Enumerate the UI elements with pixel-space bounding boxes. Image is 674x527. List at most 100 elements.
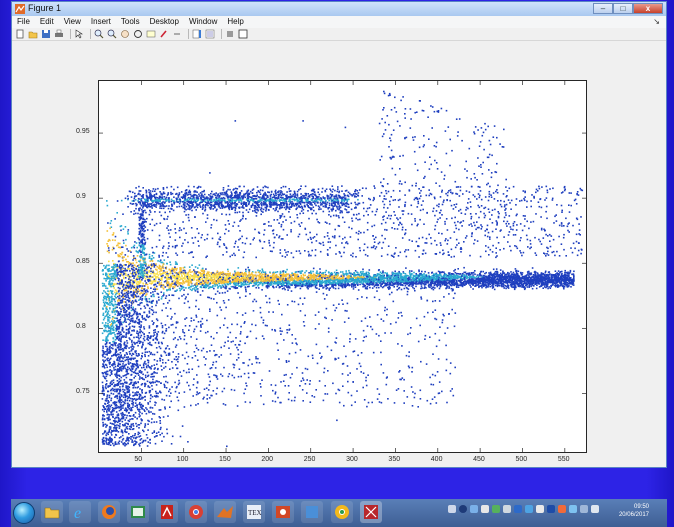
heatmap-cell	[347, 273, 349, 275]
heatmap-cell	[462, 272, 464, 275]
heatmap-cell	[118, 260, 120, 262]
heatmap-cell	[468, 278, 471, 280]
colorbar-icon[interactable]	[192, 29, 202, 39]
heatmap-cell	[441, 282, 444, 284]
heatmap-cell	[226, 281, 228, 284]
heatmap-cell	[417, 276, 420, 279]
heatmap-cell	[144, 268, 147, 271]
heatmap-cell	[375, 275, 378, 278]
menu-desktop[interactable]: Desktop	[149, 17, 179, 26]
heatmap-cell	[552, 279, 554, 282]
menu-help[interactable]: Help	[227, 17, 244, 26]
heatmap-cell	[496, 271, 499, 274]
link-icon[interactable]	[172, 29, 182, 39]
heatmap-cell	[128, 264, 131, 267]
heatmap-cell	[378, 273, 381, 276]
heatmap-cell	[291, 279, 294, 282]
heatmap-cell	[550, 273, 553, 276]
heatmap-cell	[161, 286, 163, 288]
heatmap-cell	[221, 273, 223, 275]
data-cursor-icon[interactable]	[146, 29, 156, 39]
heatmap-cell	[487, 283, 490, 286]
heatmap-cell	[488, 279, 490, 281]
heatmap-cell	[222, 274, 224, 276]
heatmap-cell	[148, 257, 151, 259]
pan-icon[interactable]	[120, 29, 130, 39]
rotate-icon[interactable]	[133, 29, 143, 39]
heatmap-cell	[513, 285, 515, 287]
heatmap-cell	[391, 279, 394, 281]
heatmap-cell	[487, 275, 490, 278]
menu-file[interactable]: File	[17, 17, 30, 26]
open-file-icon[interactable]	[28, 29, 38, 39]
brush-icon[interactable]	[159, 29, 169, 39]
heatmap-cell	[371, 277, 374, 279]
menu-window[interactable]: Window	[188, 17, 218, 26]
heatmap-cell	[526, 286, 529, 288]
heatmap-cell	[489, 279, 492, 281]
heatmap-cell	[111, 248, 114, 251]
heatmap-cell	[390, 281, 393, 283]
show-tools-icon[interactable]	[238, 29, 248, 39]
heatmap-cell	[205, 278, 208, 281]
heatmap-cell	[329, 281, 332, 284]
heatmap-cell	[286, 282, 289, 284]
heatmap-cell	[440, 271, 442, 274]
heatmap-cell	[542, 272, 545, 275]
zoom-in-icon[interactable]	[94, 29, 104, 39]
legend-icon[interactable]	[205, 29, 215, 39]
heatmap-cell	[169, 288, 171, 290]
save-icon[interactable]	[41, 29, 51, 39]
heatmap-cell	[451, 281, 454, 283]
axes[interactable]	[98, 80, 587, 453]
heatmap-cell	[550, 280, 552, 283]
heatmap-cell	[554, 284, 557, 286]
heatmap-cell	[221, 284, 224, 286]
heatmap-cell	[311, 283, 313, 286]
heatmap-cell	[179, 277, 182, 279]
heatmap-cell	[295, 276, 298, 279]
heatmap-cell	[258, 274, 261, 277]
hide-tools-icon[interactable]	[225, 29, 235, 39]
zoom-out-icon[interactable]	[107, 29, 117, 39]
heatmap-cell	[396, 278, 399, 280]
heatmap-cell	[464, 284, 466, 286]
heatmap-cell	[535, 276, 537, 279]
menu-edit[interactable]: Edit	[39, 17, 54, 26]
heatmap-cell	[321, 279, 324, 282]
heatmap-cell	[444, 273, 447, 276]
heatmap-cell	[305, 281, 308, 284]
heatmap-cell	[162, 265, 164, 267]
menu-tools[interactable]: Tools	[120, 17, 140, 26]
heatmap-cell	[215, 282, 218, 285]
heatmap-cell	[484, 283, 486, 285]
print-icon[interactable]	[54, 29, 64, 39]
heatmap-cell	[133, 244, 136, 247]
heatmap-cell	[498, 280, 500, 283]
minimize-button[interactable]: –	[593, 3, 613, 14]
heatmap-cell	[218, 281, 220, 284]
heatmap-cell	[499, 274, 501, 277]
heatmap-cell	[243, 274, 245, 276]
maximize-button[interactable]: □	[613, 3, 633, 14]
heatmap-cell	[447, 277, 450, 279]
new-figure-icon[interactable]	[15, 29, 25, 39]
title-bar[interactable]: Figure 1 – □ x	[12, 2, 666, 16]
heatmap-cell	[128, 262, 131, 264]
menu-insert[interactable]: Insert	[90, 17, 111, 26]
heatmap-cell	[177, 275, 180, 277]
menu-view[interactable]: View	[63, 17, 81, 26]
heatmap-cell	[316, 287, 318, 289]
heatmap-cell	[392, 284, 394, 286]
heatmap-cell	[386, 279, 389, 282]
heatmap-cell	[258, 277, 261, 279]
heatmap-cell	[558, 281, 560, 283]
heatmap-cell	[461, 277, 463, 280]
dock-arrow-icon[interactable]: ↘	[653, 17, 660, 26]
heatmap-cell	[160, 273, 162, 275]
select-arrow-icon[interactable]	[74, 29, 84, 39]
heatmap-cell	[538, 275, 540, 277]
heatmap-cell	[515, 277, 518, 279]
close-button[interactable]: x	[633, 3, 663, 14]
heatmap-cell	[323, 286, 325, 289]
